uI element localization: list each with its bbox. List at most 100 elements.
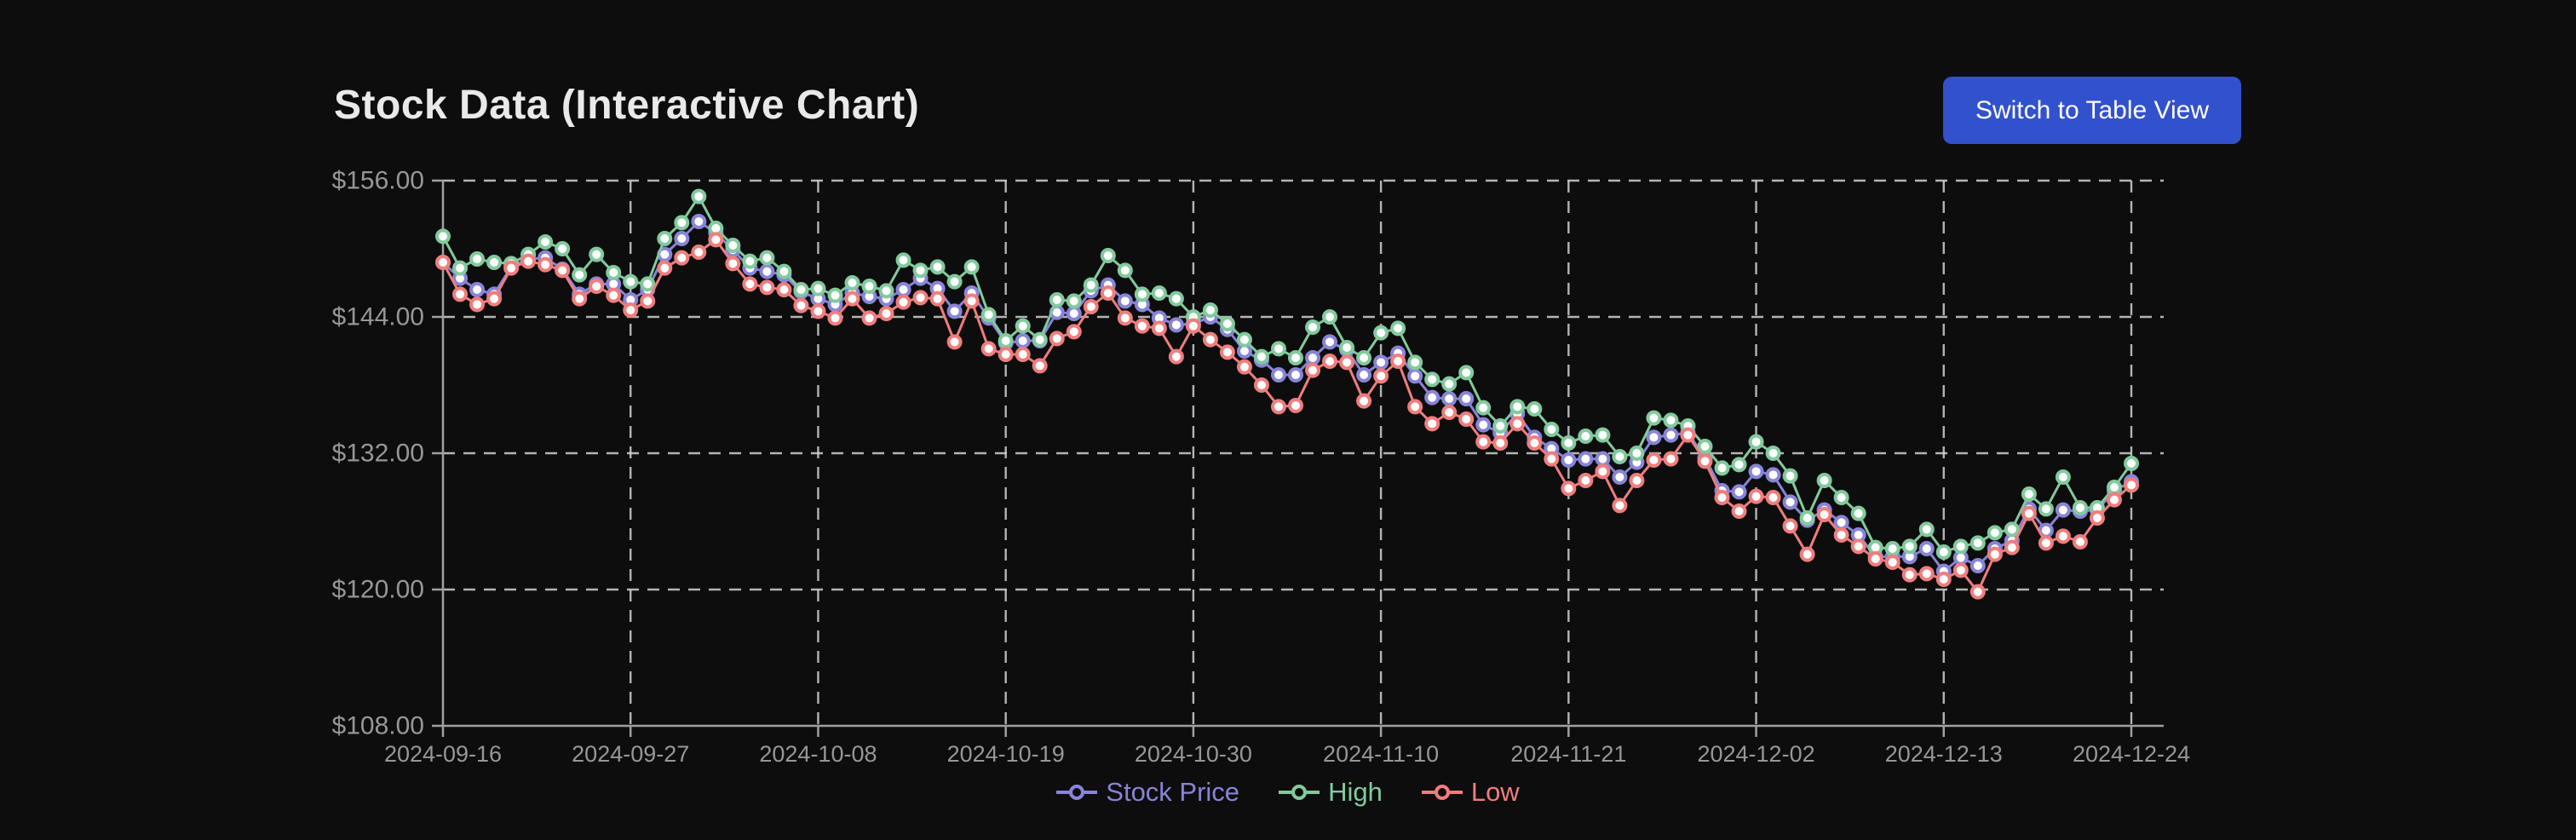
data-point-low[interactable] <box>742 276 758 292</box>
data-point-low[interactable] <box>929 291 946 307</box>
data-point-low[interactable] <box>1867 551 1883 567</box>
data-point-low[interactable] <box>1935 572 1952 587</box>
data-point-low[interactable] <box>1441 405 1458 420</box>
data-point-low[interactable] <box>538 256 554 273</box>
data-point-low[interactable] <box>1100 285 1116 301</box>
data-point-low[interactable] <box>1168 348 1184 365</box>
data-point-high[interactable] <box>589 246 605 262</box>
data-point-low[interactable] <box>2021 505 2037 521</box>
data-point-high[interactable] <box>912 262 929 279</box>
data-point-stock-price[interactable] <box>1168 317 1184 333</box>
data-point-high[interactable] <box>1492 418 1509 434</box>
data-point-stock-price[interactable] <box>1748 463 1764 480</box>
data-point-low[interactable] <box>1424 416 1440 432</box>
data-point-low[interactable] <box>623 302 639 318</box>
data-point-stock-price[interactable] <box>1424 389 1440 406</box>
data-point-stock-price[interactable] <box>1015 333 1031 348</box>
data-point-low[interactable] <box>1697 453 1713 469</box>
data-point-high[interactable] <box>1066 293 1082 309</box>
data-point-stock-price[interactable] <box>1441 391 1458 406</box>
data-point-low[interactable] <box>1901 567 1918 583</box>
data-point-high[interactable] <box>1987 525 2003 541</box>
data-point-low[interactable] <box>589 279 605 294</box>
data-point-low[interactable] <box>2072 534 2088 549</box>
data-point-stock-price[interactable] <box>1373 354 1389 371</box>
data-point-low[interactable] <box>1578 473 1594 488</box>
data-point-high[interactable] <box>1782 468 1798 484</box>
data-point-stock-price[interactable] <box>1765 467 1781 483</box>
data-point-stock-price[interactable] <box>1969 558 1986 573</box>
data-point-low[interactable] <box>1305 362 1321 378</box>
data-point-low[interactable] <box>1458 411 1475 427</box>
data-point-high[interactable] <box>1219 316 1235 331</box>
data-point-high[interactable] <box>2124 456 2139 471</box>
legend-item-stock-price[interactable]: Stock Price <box>1056 777 1239 808</box>
data-point-high[interactable] <box>929 259 946 275</box>
data-point-high[interactable] <box>1117 262 1133 279</box>
data-point-high[interactable] <box>1339 340 1355 355</box>
data-point-low[interactable] <box>657 260 673 276</box>
data-point-high[interactable] <box>1578 429 1594 444</box>
data-point-stock-price[interactable] <box>691 214 707 229</box>
data-point-low[interactable] <box>1134 318 1150 334</box>
data-point-low[interactable] <box>469 296 486 313</box>
data-point-high[interactable] <box>810 280 826 296</box>
data-point-stock-price[interactable] <box>759 263 775 279</box>
data-point-high[interactable] <box>1168 291 1184 307</box>
data-point-low[interactable] <box>1373 368 1389 384</box>
data-point-high[interactable] <box>2038 501 2054 517</box>
data-point-high[interactable] <box>895 252 911 268</box>
data-point-high[interactable] <box>725 238 741 253</box>
data-point-high[interactable] <box>1509 399 1526 415</box>
data-point-stock-price[interactable] <box>1117 293 1133 309</box>
data-point-high[interactable] <box>1356 350 1372 365</box>
data-point-stock-price[interactable] <box>1475 417 1492 433</box>
data-point-stock-price[interactable] <box>1305 350 1321 365</box>
data-point-low[interactable] <box>1253 377 1269 393</box>
data-point-low[interactable] <box>452 286 469 302</box>
data-point-high[interactable] <box>946 273 963 290</box>
data-point-high[interactable] <box>1441 376 1458 392</box>
data-point-low[interactable] <box>2038 535 2054 551</box>
data-point-high[interactable] <box>1884 541 1900 556</box>
data-point-low[interactable] <box>2106 492 2122 508</box>
data-point-high[interactable] <box>1748 434 1764 450</box>
data-point-high[interactable] <box>1561 435 1577 451</box>
data-point-low[interactable] <box>520 253 537 269</box>
data-point-high[interactable] <box>1458 365 1475 381</box>
data-point-low[interactable] <box>503 260 520 276</box>
data-point-high[interactable] <box>1202 302 1218 318</box>
data-point-low[interactable] <box>1561 480 1577 497</box>
data-point-high[interactable] <box>1544 422 1560 437</box>
data-point-low[interactable] <box>1407 399 1423 415</box>
data-point-stock-price[interactable] <box>895 282 911 297</box>
data-point-low[interactable] <box>1850 538 1866 555</box>
data-point-stock-price[interactable] <box>1270 367 1286 383</box>
data-point-high[interactable] <box>1816 473 1832 488</box>
data-point-high[interactable] <box>1833 490 1849 505</box>
data-point-low[interactable] <box>640 293 656 309</box>
data-point-high[interactable] <box>1100 248 1116 263</box>
data-point-low[interactable] <box>572 291 588 307</box>
data-point-low[interactable] <box>1049 331 1065 347</box>
data-point-low[interactable] <box>878 306 894 321</box>
data-point-high[interactable] <box>878 283 894 299</box>
data-point-stock-price[interactable] <box>1458 391 1475 406</box>
data-point-stock-price[interactable] <box>1356 367 1372 383</box>
data-point-low[interactable] <box>998 347 1014 362</box>
data-point-high[interactable] <box>1969 535 1986 551</box>
data-point-high[interactable] <box>486 255 503 270</box>
data-point-stock-price[interactable] <box>1407 368 1423 384</box>
data-point-low[interactable] <box>1544 451 1560 467</box>
data-point-low[interactable] <box>1748 488 1764 504</box>
data-point-low[interactable] <box>1117 310 1133 326</box>
data-point-low[interactable] <box>674 250 690 266</box>
data-point-low[interactable] <box>1066 324 1082 340</box>
data-point-high[interactable] <box>793 282 809 297</box>
data-point-high[interactable] <box>435 228 451 245</box>
data-point-stock-price[interactable] <box>1066 306 1082 321</box>
legend-item-low[interactable]: Low <box>1421 777 1520 808</box>
data-point-high[interactable] <box>657 231 673 246</box>
data-point-low[interactable] <box>1151 320 1167 337</box>
data-point-high[interactable] <box>1424 371 1440 388</box>
